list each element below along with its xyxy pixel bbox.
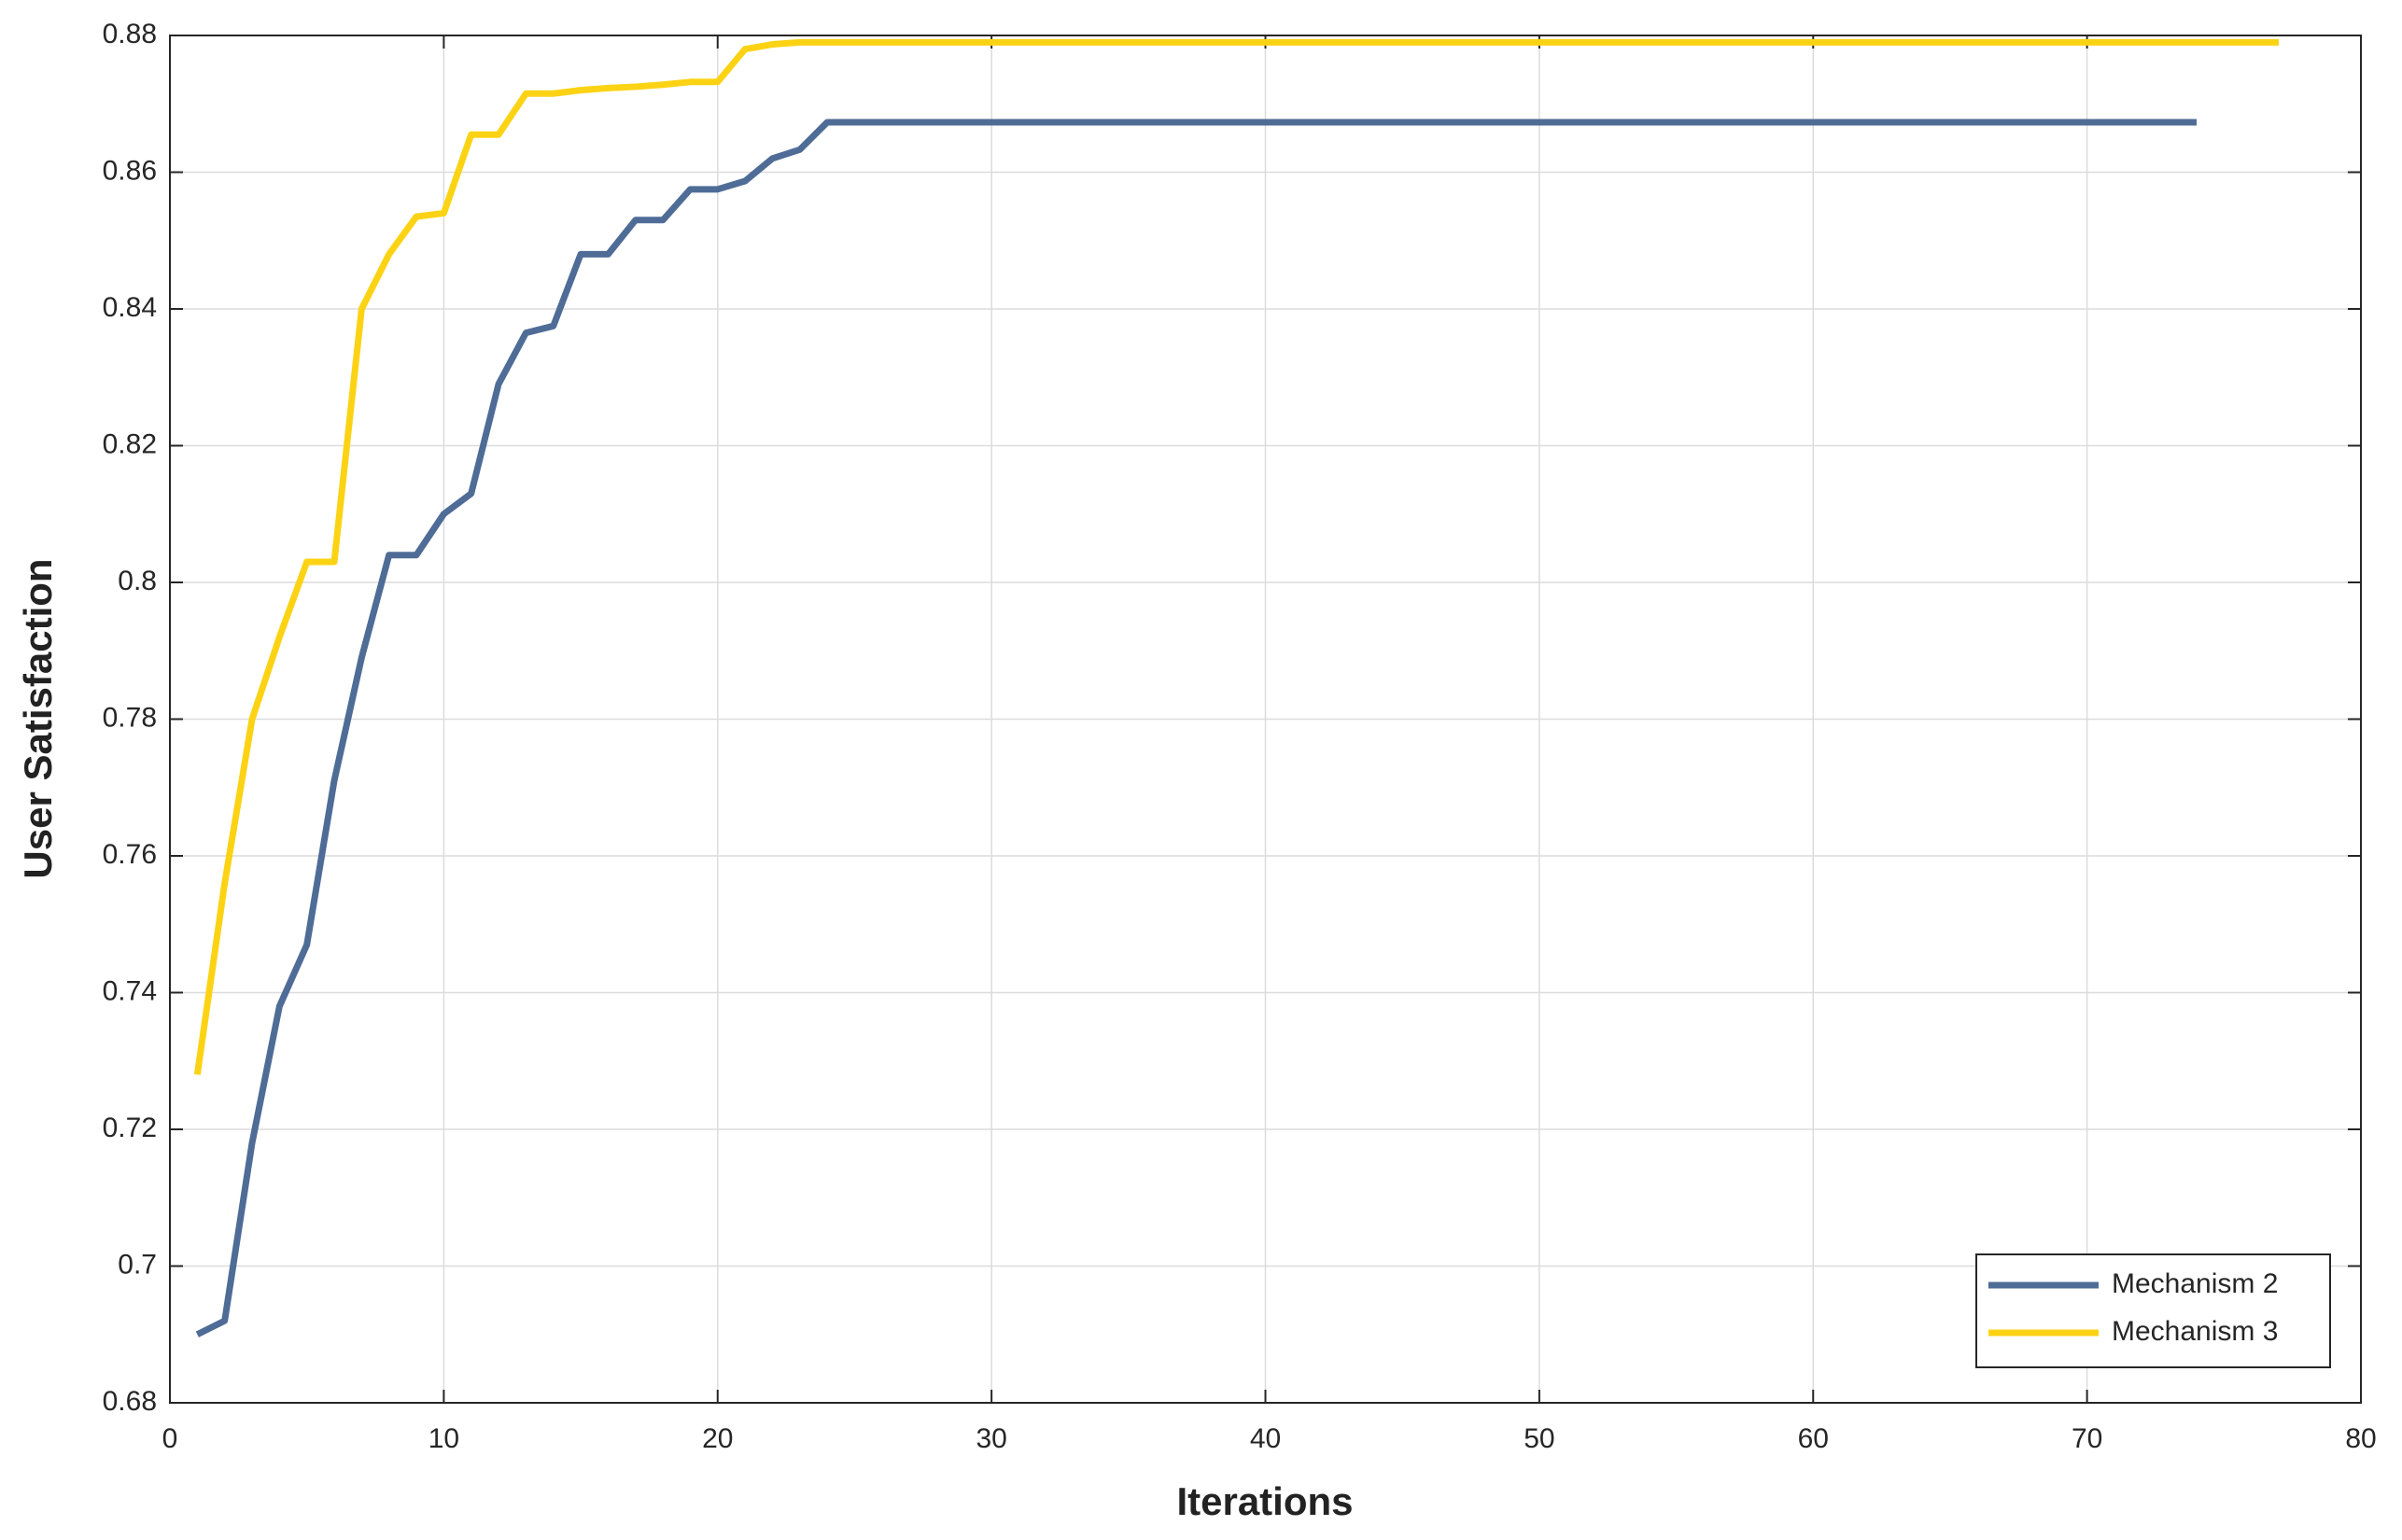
- y-tick-label: 0.82: [103, 428, 157, 459]
- y-axis-label: User Satisfaction: [16, 558, 60, 878]
- x-axis-label: Iterations: [1176, 1479, 1353, 1523]
- data-line: [195, 119, 2197, 1337]
- y-tick-label: 0.7: [118, 1249, 157, 1280]
- legend-label: Mechanism 2: [2112, 1268, 2278, 1299]
- x-tick-label: 20: [702, 1423, 733, 1454]
- x-tick-label: 60: [1798, 1423, 1829, 1454]
- y-tick-label: 0.84: [103, 292, 157, 323]
- y-tick-label: 0.8: [118, 566, 157, 596]
- x-tick-label: 80: [2345, 1423, 2376, 1454]
- x-tick-label: 10: [428, 1423, 459, 1454]
- x-tick-label: 0: [162, 1423, 178, 1454]
- legend-box: [1975, 1253, 2331, 1368]
- y-tick-label: 0.86: [103, 155, 157, 186]
- x-tick-label: 40: [1250, 1423, 1281, 1454]
- y-tick-label: 0.78: [103, 702, 157, 733]
- x-tick-label: 50: [1524, 1423, 1554, 1454]
- plot-frame: [169, 35, 2362, 1404]
- y-tick-label: 0.76: [103, 839, 157, 870]
- y-tick-label: 0.74: [103, 975, 157, 1006]
- y-tick-label: 0.68: [103, 1386, 157, 1417]
- data-line: [193, 38, 2279, 1075]
- legend-label: Mechanism 3: [2112, 1316, 2278, 1347]
- x-tick-label: 30: [976, 1423, 1006, 1454]
- y-tick-label: 0.88: [103, 19, 157, 49]
- y-tick-label: 0.72: [103, 1113, 157, 1143]
- x-tick-label: 70: [2072, 1423, 2102, 1454]
